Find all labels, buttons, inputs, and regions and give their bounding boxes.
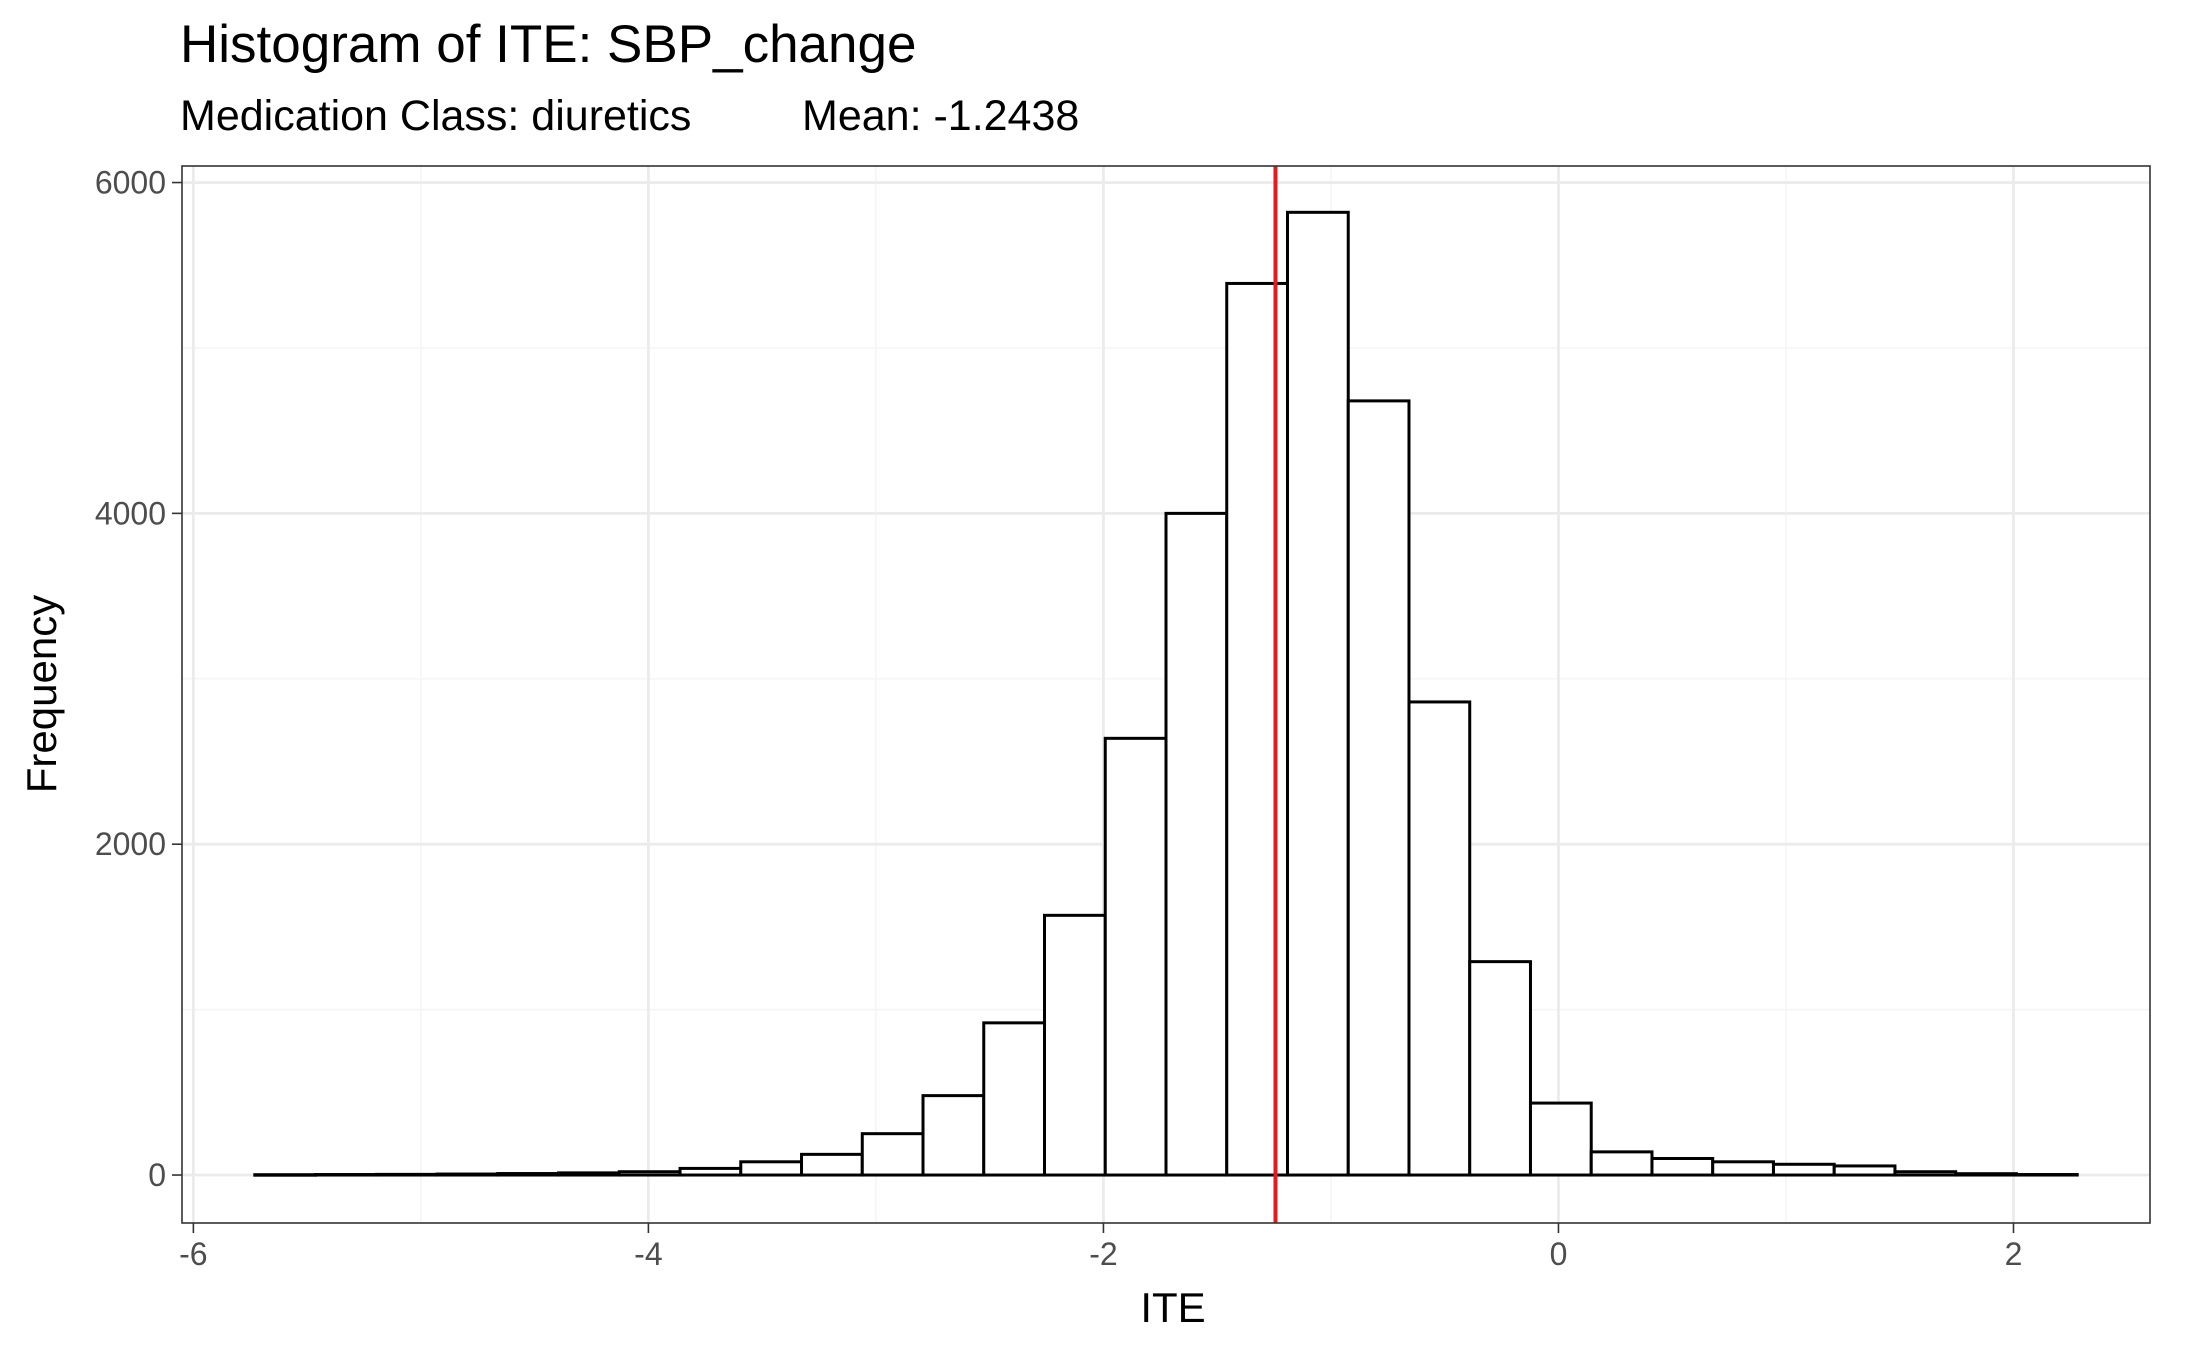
histogram-bar bbox=[1832, 1164, 1897, 1177]
histogram-bar bbox=[1346, 399, 1411, 1177]
histogram-bar bbox=[1771, 1162, 1836, 1177]
x-tick-label: -2 bbox=[1089, 1236, 1117, 1272]
histogram-bar bbox=[1103, 736, 1168, 1177]
histogram-bar bbox=[1650, 1156, 1715, 1177]
histogram-bar bbox=[617, 1170, 682, 1177]
histogram-bar bbox=[1589, 1150, 1654, 1177]
histogram-bar bbox=[982, 1021, 1047, 1177]
x-tick-label: 2 bbox=[2005, 1236, 2023, 1272]
histogram-bar bbox=[739, 1160, 804, 1177]
histogram-bar bbox=[314, 1173, 378, 1177]
histogram-bar bbox=[1043, 913, 1107, 1177]
histogram-bar bbox=[496, 1172, 561, 1177]
histogram-bar bbox=[253, 1173, 318, 1177]
axes: -6 -4 -2 0 2 0 2000 4000 6000 bbox=[95, 165, 2023, 1272]
histogram-bar bbox=[1468, 960, 1532, 1177]
x-axis-title: ITE bbox=[1140, 1284, 1205, 1331]
chart-subtitle: Medication Class: diuretics bbox=[180, 92, 691, 140]
histogram-bar bbox=[1164, 511, 1229, 1177]
y-tick-label: 6000 bbox=[95, 165, 166, 201]
y-tick-label: 0 bbox=[148, 1157, 166, 1193]
histogram-bar bbox=[374, 1172, 439, 1177]
panel-border bbox=[181, 165, 2151, 1224]
histogram-bar bbox=[921, 1094, 986, 1177]
x-tick-label: -6 bbox=[179, 1236, 207, 1272]
x-tick-label: 0 bbox=[1550, 1236, 1568, 1272]
histogram-bar bbox=[557, 1171, 621, 1177]
histogram-bar bbox=[1528, 1101, 1593, 1177]
y-tick-label: 2000 bbox=[95, 826, 166, 862]
chart-subtitle-mean: Mean: -1.2438 bbox=[802, 92, 1079, 140]
histogram-bar bbox=[1893, 1170, 1958, 1177]
histogram-bar bbox=[1407, 700, 1472, 1177]
histogram-bar bbox=[1954, 1172, 2018, 1177]
histogram-bars bbox=[253, 210, 2079, 1177]
chart-title: Histogram of ITE: SBP_change bbox=[180, 15, 916, 74]
x-tick-label: -4 bbox=[634, 1236, 662, 1272]
histogram-bar bbox=[1225, 281, 1289, 1177]
histogram-bar bbox=[678, 1166, 743, 1177]
y-axis-title: Frequency bbox=[18, 595, 65, 793]
y-tick-label: 4000 bbox=[95, 495, 166, 531]
histogram-bar bbox=[800, 1152, 864, 1177]
histogram-bar bbox=[860, 1132, 925, 1177]
histogram-bar bbox=[1285, 210, 1350, 1177]
histogram-bar bbox=[2014, 1173, 2079, 1177]
histogram-bar bbox=[435, 1172, 500, 1177]
histogram-bar bbox=[1711, 1160, 1775, 1177]
